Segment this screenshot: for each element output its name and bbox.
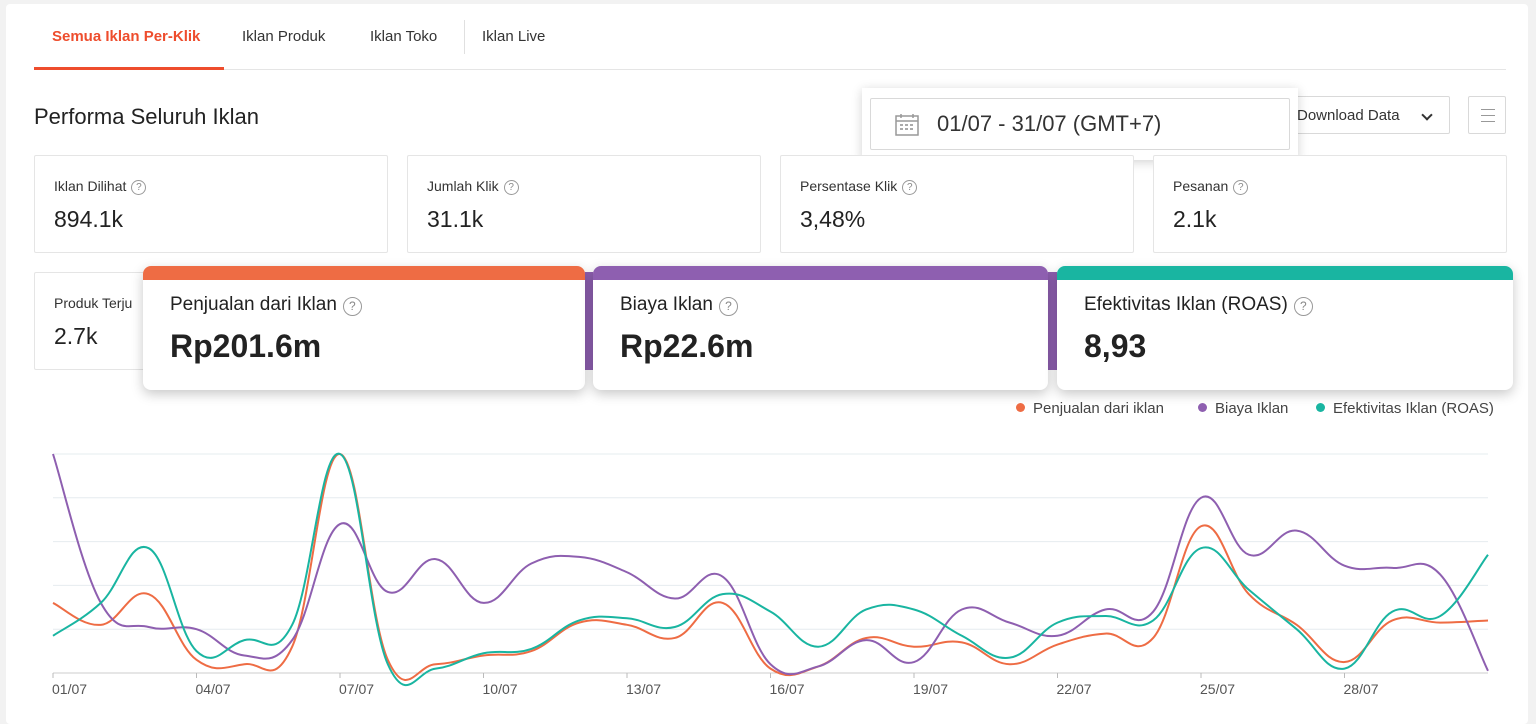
calendar-icon — [895, 114, 919, 136]
legend-item-penjualan[interactable]: Penjualan dari iklan — [1016, 400, 1164, 417]
metric-label: Biaya Iklan — [620, 294, 713, 315]
metric-card-roas[interactable]: Efektivitas Iklan (ROAS)? 8,93 — [1057, 266, 1513, 390]
help-icon[interactable]: ? — [131, 180, 147, 195]
metric-label: Efektivitas Iklan (ROAS) — [1084, 294, 1288, 315]
legend-dot — [1198, 403, 1207, 412]
legend-label: Efektivitas Iklan (ROAS) — [1333, 400, 1494, 417]
column-menu-button[interactable] — [1468, 96, 1506, 134]
menu-icon-line — [1481, 109, 1495, 110]
help-icon[interactable]: ? — [342, 297, 362, 316]
metric-card-pesanan[interactable]: Pesanan? 2.1k — [1153, 155, 1507, 253]
performance-line-chart: 01/07 04/07 07/07 10/07 13/07 16/07 19/07 22/07… — [52, 452, 1489, 697]
x-tick-label: 10/07 — [483, 681, 518, 697]
x-tick-label: 25/07 — [1200, 681, 1235, 697]
metric-color-bar — [593, 266, 1048, 280]
metric-value: 8,93 — [1084, 328, 1147, 364]
download-data-label: Download Data — [1297, 107, 1400, 124]
help-icon[interactable]: ? — [503, 180, 519, 195]
metric-value: 2.7k — [54, 323, 98, 349]
date-range-text: 01/07 - 31/07 (GMT+7) — [937, 111, 1162, 136]
page-title: Performa Seluruh Iklan — [34, 104, 259, 129]
metric-card-persentase-klik[interactable]: Persentase Klik? 3,48% — [780, 155, 1134, 253]
x-tick-label: 07/07 — [339, 681, 374, 697]
series-line-1 — [52, 453, 1489, 681]
legend-item-roas[interactable]: Efektivitas Iklan (ROAS) — [1316, 400, 1494, 417]
metric-label: Persentase Klik — [800, 178, 898, 194]
legend-label: Penjualan dari iklan — [1033, 400, 1164, 417]
help-icon[interactable]: ? — [718, 297, 738, 316]
download-data-button[interactable]: Download Data — [1290, 96, 1450, 134]
active-tab-indicator — [34, 67, 224, 70]
metric-value: 2.1k — [1173, 206, 1217, 232]
metric-label: Iklan Dilihat — [54, 178, 127, 194]
chevron-down-icon — [1421, 109, 1433, 121]
help-icon[interactable]: ? — [1293, 297, 1313, 316]
series-line-3 — [52, 452, 1489, 687]
tab-semua-iklan[interactable]: Semua Iklan Per-Klik — [52, 28, 201, 45]
legend-item-biaya[interactable]: Biaya Iklan — [1198, 400, 1288, 417]
metric-value: 894.1k — [54, 206, 124, 232]
x-tick-label: 01/07 — [52, 681, 87, 697]
metric-card-penjualan-iklan[interactable]: Penjualan dari Iklan? Rp201.6m — [143, 266, 585, 390]
date-range-picker[interactable]: 01/07 - 31/07 (GMT+7) — [870, 98, 1290, 150]
x-tick-label: 19/07 — [913, 681, 948, 697]
metric-label: Produk Terju — [54, 295, 133, 311]
metric-card-iklan-dilihat[interactable]: Iklan Dilihat? 894.1k — [34, 155, 388, 253]
menu-icon-line — [1481, 121, 1495, 122]
metric-value: Rp22.6m — [620, 328, 754, 364]
metric-card-biaya-iklan[interactable]: Biaya Iklan? Rp22.6m — [593, 266, 1048, 390]
metric-label: Pesanan — [1173, 178, 1229, 194]
date-range-popup: 01/07 - 31/07 (GMT+7) — [862, 88, 1298, 160]
legend-dot — [1016, 403, 1025, 412]
x-tick-label: 04/07 — [196, 681, 231, 697]
x-tick-label: 22/07 — [1057, 681, 1092, 697]
help-icon[interactable]: ? — [1233, 180, 1249, 195]
tab-iklan-produk[interactable]: Iklan Produk — [242, 28, 326, 45]
x-tick-label: 13/07 — [626, 681, 661, 697]
legend-dot — [1316, 403, 1325, 412]
metric-color-bar — [1057, 266, 1513, 280]
legend-label: Biaya Iklan — [1215, 400, 1289, 417]
metric-label: Penjualan dari Iklan — [170, 294, 337, 315]
metric-value: 31.1k — [427, 206, 484, 232]
tab-divider — [464, 20, 465, 54]
tab-iklan-toko[interactable]: Iklan Toko — [370, 28, 438, 45]
metric-color-bar — [143, 266, 585, 280]
series-line-2 — [52, 453, 1489, 676]
x-tick-label: 28/07 — [1344, 681, 1379, 697]
metric-value: Rp201.6m — [170, 328, 322, 364]
metric-value: 3,48% — [800, 206, 866, 232]
menu-icon-line — [1481, 115, 1495, 116]
ad-type-tabs: Semua Iklan Per-Klik Iklan Produk Iklan … — [34, 14, 1506, 70]
help-icon[interactable]: ? — [902, 180, 918, 195]
x-tick-label: 16/07 — [770, 681, 805, 697]
metric-card-jumlah-klik[interactable]: Jumlah Klik? 31.1k — [407, 155, 761, 253]
tab-iklan-live[interactable]: Iklan Live — [482, 28, 546, 45]
metric-label: Jumlah Klik — [427, 178, 499, 194]
